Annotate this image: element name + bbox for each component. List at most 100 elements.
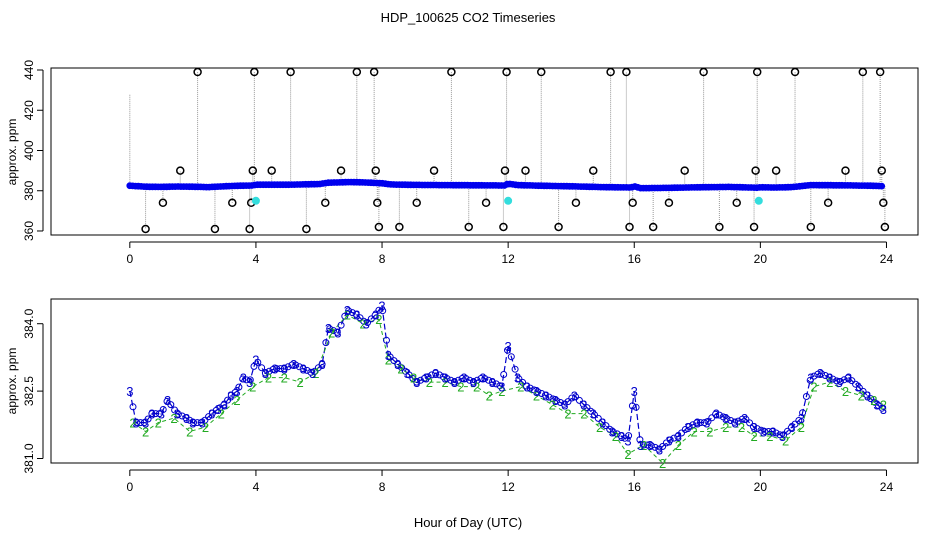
series-3-circle — [511, 365, 519, 373]
series-3-circle — [152, 410, 160, 418]
top-y-axis: 360 380 400 420 440 — [22, 60, 44, 241]
series-3-mark: 3 — [817, 366, 824, 381]
top-outlier-circle — [664, 198, 674, 208]
series-3-circle — [375, 306, 383, 314]
series-3-circle — [454, 376, 462, 384]
top-outlier-circles — [141, 67, 890, 234]
series-3-circle — [231, 389, 239, 396]
top-x-axis: 0 4 8 12 16 20 24 — [126, 241, 894, 266]
series-3-circle — [591, 411, 598, 419]
series-3-circle — [314, 364, 322, 372]
series-3-mark: 3 — [798, 411, 805, 426]
series-3-mark: 3 — [142, 416, 149, 431]
top-outlier-circle — [250, 67, 259, 77]
series-3-circle — [553, 397, 561, 405]
series-3-circle — [867, 395, 875, 403]
series-3-circle — [178, 412, 186, 420]
series-3-mark: 3 — [637, 438, 644, 453]
series-3-circle — [678, 429, 685, 437]
series-2-mark: 2 — [486, 389, 493, 404]
series-3-circle — [727, 417, 735, 424]
series-3-circle — [738, 415, 746, 423]
top-plot-frame — [50, 67, 919, 236]
series-3-circle — [401, 367, 409, 375]
series-3-circle — [609, 428, 617, 436]
top-outlier-circle — [879, 198, 888, 208]
series-2-mark: 2 — [249, 380, 256, 395]
top-outlier-circle — [286, 67, 295, 77]
series-3-circle — [360, 317, 368, 325]
series-3-mark: 3 — [732, 416, 739, 431]
top-outlier-circle — [751, 166, 760, 175]
series-3-circle — [277, 365, 284, 373]
top-outlier-circle — [267, 166, 276, 175]
series-2-mark: 2 — [265, 371, 272, 386]
series-3-circle — [428, 371, 436, 379]
series-2-mark: 2 — [870, 393, 877, 408]
top-outlier-circle — [606, 67, 615, 77]
series-3-mark: 3 — [489, 375, 496, 390]
series-3-circle — [477, 375, 485, 382]
series-3-mark: 3 — [133, 416, 140, 431]
series-3-circle — [647, 442, 655, 450]
series-3-mark: 3 — [624, 434, 631, 449]
series-3-circle — [500, 371, 508, 378]
series-3-circle — [246, 376, 254, 384]
series-3-circle — [787, 424, 795, 432]
series-3-circle — [538, 390, 546, 397]
series-3-circle — [371, 311, 379, 319]
top-outlier-circle — [176, 166, 185, 175]
series-3-circle — [515, 375, 523, 383]
top-outlier-circle — [841, 166, 850, 175]
series-3-circle — [269, 366, 277, 373]
series-2-mark: 2 — [517, 380, 524, 395]
series-3-circle — [852, 380, 860, 388]
series-3-mark: 3 — [580, 398, 587, 413]
series-2-mark: 2 — [457, 380, 464, 395]
top-outlier-circle — [790, 67, 800, 77]
series-3-mark: 3 — [413, 375, 420, 390]
series-3-circle — [840, 376, 848, 384]
series-3-mark: 3 — [432, 366, 439, 381]
top-outlier-circle — [302, 224, 311, 234]
top-cyan-points — [251, 196, 763, 205]
top-outlier-circle — [371, 166, 380, 175]
series-3-circle — [398, 364, 406, 372]
series-3-mark: 3 — [845, 371, 852, 386]
series-3-circle — [473, 376, 481, 384]
top-outlier-circle — [749, 222, 759, 232]
series-3-mark: 3 — [208, 407, 215, 422]
series-3-circle — [326, 325, 334, 333]
series-3-circle — [821, 372, 829, 379]
series-3-circle — [432, 369, 440, 377]
top-outlier-circle — [536, 67, 546, 77]
series-2-mark: 2 — [659, 456, 666, 471]
top-y-tick-label: 380 — [22, 180, 36, 200]
series-2-mark: 2 — [738, 420, 745, 435]
series-2-mark: 2 — [858, 389, 865, 404]
series-3-mark: 3 — [561, 398, 568, 413]
series-3-mark: 3 — [807, 371, 814, 386]
top-outlier-circle — [625, 222, 634, 232]
series-3-mark: 3 — [599, 416, 606, 431]
series-2-mark: 2 — [155, 416, 162, 431]
series-3-circle — [549, 395, 557, 403]
series-3-circle — [575, 396, 583, 404]
series-3-circle — [390, 357, 398, 365]
series-3-mark: 3 — [173, 407, 180, 422]
series-3-circle — [772, 429, 780, 437]
top-outlier-circle — [622, 67, 631, 77]
series-3-circle — [799, 409, 807, 417]
top-x-tick-label: 24 — [880, 252, 894, 266]
series-2-mark: 2 — [533, 389, 540, 404]
series-3-circle — [356, 314, 364, 322]
series-3-mark: 3 — [441, 371, 448, 386]
series-3-mark: 3 — [470, 375, 477, 390]
series-2-mark: 2 — [360, 317, 367, 332]
top-cyan-point — [504, 196, 513, 205]
series-3-circle — [311, 367, 319, 375]
series-2-mark: 2 — [826, 375, 833, 390]
series-3-circle — [137, 419, 144, 427]
series-3-mark: 3 — [233, 384, 240, 399]
bottom-x-tick-label: 12 — [501, 480, 515, 494]
